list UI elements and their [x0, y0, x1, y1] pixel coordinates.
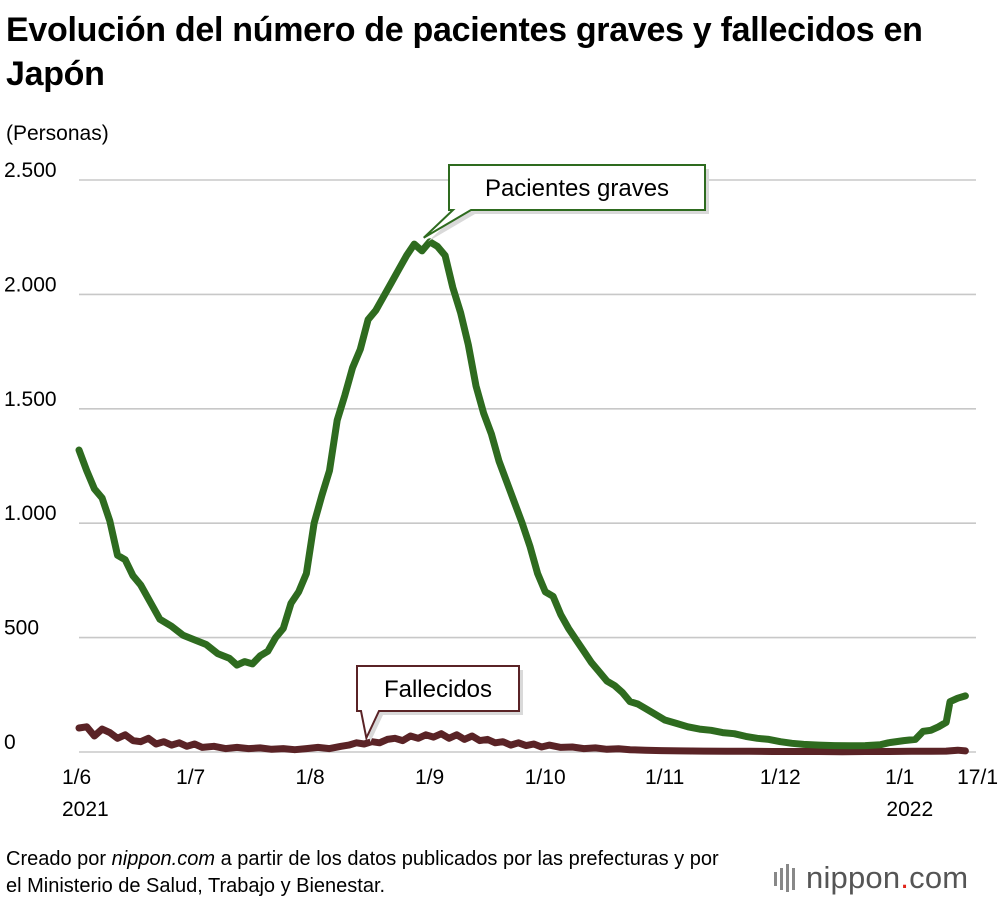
x-axis-ticks: 1/6 2021 1/7 1/8 1/9 1/10 1/11 1/12 1/1 2022 17/1: [62, 766, 998, 821]
source-prefix: Creado por: [6, 848, 112, 870]
y-tick-label: 500: [4, 617, 39, 640]
y-axis-unit-label: (Personas): [6, 122, 109, 145]
x-tick-label: 17/1: [957, 766, 998, 789]
y-tick-label: 0: [4, 731, 16, 754]
series-lines: [75, 238, 969, 756]
logo-main: nippon: [806, 860, 901, 895]
series-line-fallecidos: [75, 723, 969, 756]
source-note: Creado por nippon.com a partir de los da…: [6, 846, 726, 900]
callout-pacientes-graves: Pacientes graves: [423, 164, 709, 242]
x-tick-label: 1/7: [176, 766, 205, 789]
x-tick-year-label: 2022: [886, 798, 933, 821]
logo-tld: com: [909, 860, 969, 895]
y-tick-label: 1.500: [4, 388, 57, 411]
x-tick-label: 1/11: [645, 766, 684, 789]
y-tick-label: 2.500: [4, 159, 57, 182]
y-tick-label: 1.000: [4, 502, 57, 525]
logo-dot: .: [900, 860, 910, 895]
logo-bars-icon: [774, 864, 795, 892]
x-tick-label: 1/1: [885, 766, 914, 789]
callout-label: Pacientes graves: [485, 175, 669, 202]
x-tick-label: 1/6: [62, 766, 91, 789]
x-tick-year-label: 2021: [62, 798, 109, 821]
source-site: nippon.com: [111, 848, 216, 870]
nippon-logo: nippon.com: [774, 860, 968, 896]
grid-lines: [79, 179, 976, 753]
page-title: Evolución del número de pacientes graves…: [6, 11, 923, 93]
x-tick-label: 1/9: [415, 766, 444, 789]
y-axis-ticks: 0 500 1.000 1.500 2.000 2.500: [4, 159, 57, 754]
annotations: Pacientes graves Fallecidos: [356, 164, 709, 742]
x-tick-label: 1/10: [525, 766, 566, 789]
x-tick-label: 1/8: [295, 766, 324, 789]
series-line-pacientes-graves: [75, 238, 969, 750]
callout-fallecidos: Fallecidos: [356, 665, 523, 742]
x-tick-label: 1/12: [760, 766, 801, 789]
y-tick-label: 2.000: [4, 273, 57, 296]
source-suffix: a partir de los datos publicados por las…: [6, 848, 719, 897]
callout-label: Fallecidos: [384, 676, 492, 703]
